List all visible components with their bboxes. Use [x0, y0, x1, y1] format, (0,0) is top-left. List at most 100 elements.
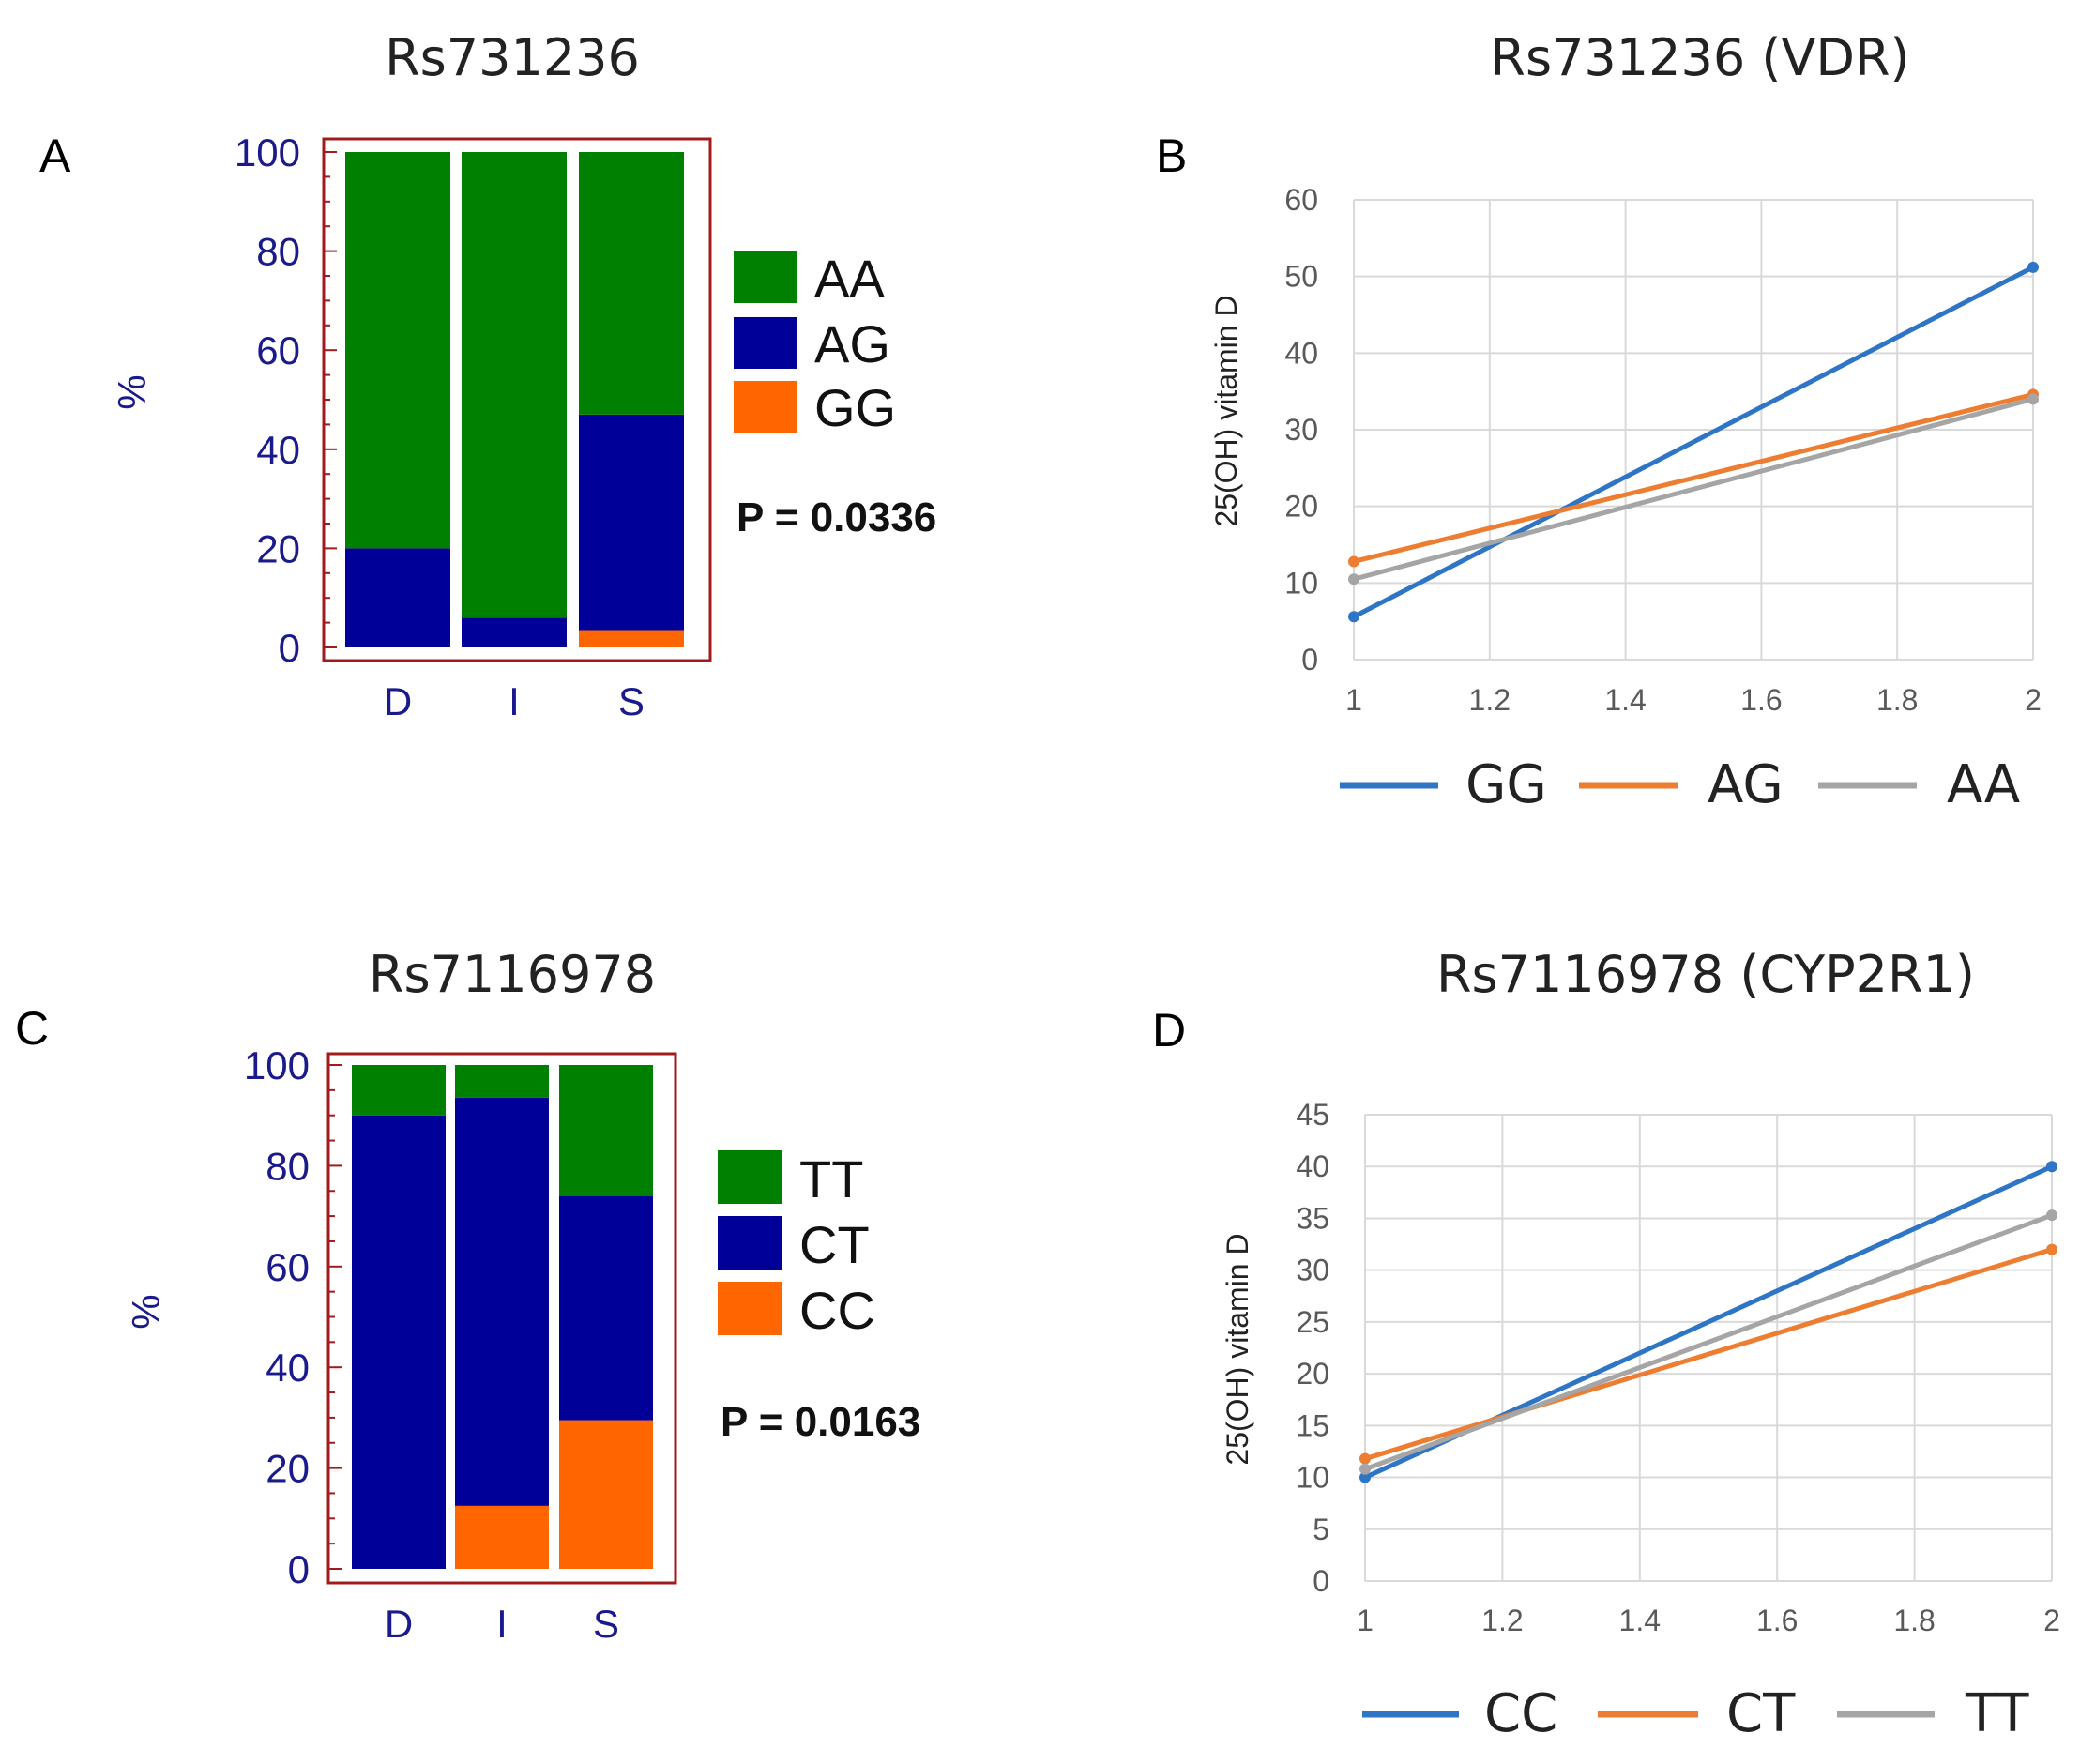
category-label: I: [509, 679, 520, 723]
y-tick-label: 15: [1296, 1408, 1329, 1442]
y-tick-label: 0: [1301, 643, 1318, 677]
legend-label: CT: [799, 1215, 870, 1274]
y-tick-label: 35: [1296, 1201, 1329, 1235]
legend-swatch-tt: [718, 1150, 782, 1204]
bar-ct-i: [455, 1097, 549, 1506]
y-tick-label: 20: [256, 526, 300, 570]
category-label: S: [618, 679, 645, 723]
x-tick-label: 1.8: [1893, 1604, 1935, 1637]
panel-letter: B: [1156, 129, 1187, 182]
y-tick-label: 10: [1296, 1461, 1329, 1495]
y-axis-label: %: [124, 1294, 168, 1329]
p-value: P = 0.0163: [721, 1399, 920, 1445]
legend-swatch-ct: [718, 1216, 782, 1270]
bar-tt-i: [455, 1065, 549, 1098]
data-point-ct: [1359, 1452, 1371, 1465]
data-point-tt: [1359, 1463, 1371, 1475]
bar-ag-i: [462, 617, 567, 647]
legend-swatch-gg: [734, 381, 797, 433]
bar-ag-d: [345, 548, 450, 647]
data-point-ct: [2046, 1243, 2057, 1255]
data-point-cc: [2046, 1161, 2057, 1173]
y-tick-label: 30: [1296, 1254, 1329, 1287]
y-tick-label: 40: [256, 428, 300, 472]
legend-label: CT: [1726, 1683, 1796, 1744]
x-tick-label: 1.6: [1756, 1604, 1798, 1637]
bar-cc-i: [455, 1505, 549, 1569]
legend-label: GG: [814, 378, 896, 437]
x-tick-label: 1: [1357, 1604, 1374, 1637]
chart-title: Rs731236: [385, 28, 640, 87]
series-line-tt: [1364, 1212, 2053, 1472]
series-line-ag: [1353, 392, 2034, 564]
data-point-gg: [2027, 261, 2039, 273]
y-tick-label: 80: [256, 230, 300, 274]
y-tick-label: 0: [1313, 1564, 1329, 1598]
y-axis-label: 25(OH) vitamin D: [1221, 1233, 1254, 1465]
p-value: P = 0.0336: [736, 494, 936, 540]
y-tick-label: 0: [279, 626, 300, 670]
x-tick-label: 2: [2043, 1604, 2060, 1637]
y-tick-label: 25: [1296, 1305, 1329, 1339]
y-tick-label: 40: [1296, 1149, 1329, 1183]
data-point-aa: [2027, 393, 2039, 405]
legend-label: AA: [814, 249, 885, 308]
category-label: S: [593, 1602, 619, 1646]
x-tick-label: 1.4: [1619, 1604, 1661, 1637]
y-axis-label: %: [110, 374, 154, 409]
x-tick-label: 1: [1345, 683, 1362, 717]
panel-c: C Rs7116978 0 20 40 60 80 100% D I S TT CT CC P = 0.01…: [15, 945, 920, 1646]
legend-label: CC: [799, 1281, 875, 1340]
y-tick-label: 40: [266, 1346, 310, 1390]
y-tick-label: 60: [1284, 183, 1318, 217]
y-tick-label: 60: [256, 328, 300, 373]
bar-cc-s: [559, 1420, 653, 1569]
bar-tt-d: [352, 1065, 446, 1116]
legend-label: GG: [1465, 754, 1547, 815]
y-tick-label: 5: [1313, 1513, 1329, 1546]
x-tick-label: 1.8: [1876, 683, 1918, 717]
legend-label: AG: [1708, 754, 1784, 815]
bar-gg-s: [579, 630, 684, 647]
bar-ct-d: [352, 1115, 446, 1569]
y-tick-label: 10: [1284, 566, 1318, 600]
panel-letter: D: [1152, 1004, 1186, 1057]
data-point-aa: [1348, 573, 1359, 585]
bar-aa-i: [462, 152, 567, 618]
data-point-cc: [1359, 1471, 1371, 1483]
bar-ag-s: [579, 414, 684, 631]
y-tick-label: 20: [1284, 490, 1318, 524]
y-tick-label: 50: [1284, 260, 1318, 294]
series-line-gg: [1352, 265, 2035, 619]
y-tick-label: 100: [244, 1043, 310, 1087]
series-line-aa: [1353, 396, 2034, 582]
y-tick-label: 80: [266, 1144, 310, 1188]
bar-tt-s: [559, 1065, 653, 1196]
legend-label: CC: [1484, 1683, 1557, 1744]
category-label: D: [384, 679, 412, 723]
y-tick-label: 0: [288, 1547, 310, 1591]
y-tick-label: 100: [235, 130, 300, 175]
y-tick-label: 45: [1296, 1098, 1329, 1132]
chart-title: Rs7116978 (CYP2R1): [1436, 945, 1975, 1004]
series-line-ct: [1364, 1247, 2053, 1462]
x-tick-label: 1.6: [1740, 683, 1782, 717]
x-tick-label: 1.2: [1469, 683, 1511, 717]
data-point-ag: [1348, 555, 1359, 568]
y-tick-label: 60: [266, 1245, 310, 1289]
y-axis-label: 25(OH) vitamin D: [1209, 295, 1243, 526]
legend-label: TT: [799, 1149, 863, 1209]
bar-aa-s: [579, 152, 684, 415]
legend-swatch-aa: [734, 251, 797, 303]
legend-label: AG: [814, 314, 890, 373]
category-label: I: [496, 1602, 508, 1646]
panel-letter: C: [15, 1002, 49, 1055]
panel-letter: A: [39, 129, 71, 182]
y-tick-label: 20: [1296, 1357, 1329, 1391]
legend-label: AA: [1947, 754, 2020, 815]
category-label: D: [385, 1602, 413, 1646]
